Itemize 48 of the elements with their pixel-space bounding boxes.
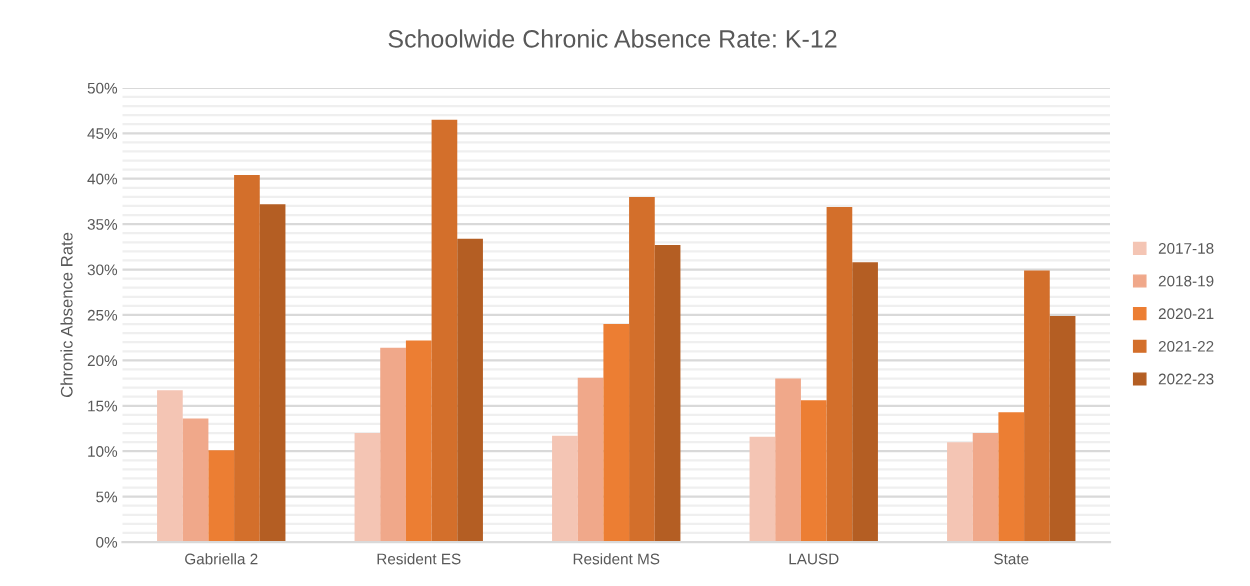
bar <box>972 433 999 543</box>
y-axis-title: Chronic Absence Rate <box>60 232 73 398</box>
bar <box>354 433 381 543</box>
y-tick-label: 20% <box>87 355 118 367</box>
bar <box>259 204 286 543</box>
legend-label: 2018-19 <box>1158 275 1214 287</box>
bar <box>157 390 183 543</box>
bar <box>800 400 827 543</box>
legend-label: 2022-23 <box>1158 373 1214 385</box>
legend-label: 2021-22 <box>1158 340 1214 352</box>
y-tick-label: 45% <box>87 128 118 139</box>
y-tick-label: 30% <box>87 264 118 276</box>
y-tick-label: 35% <box>87 219 118 230</box>
bar <box>998 412 1025 543</box>
chart-title: Schoolwide Chronic Absence Rate: K-12 <box>388 29 837 48</box>
bar <box>826 206 853 543</box>
legend-label: 2020-21 <box>1158 308 1214 320</box>
y-tick-label: 15% <box>88 400 118 412</box>
y-tick-label: 25% <box>87 309 118 321</box>
bar <box>654 245 681 543</box>
y-tick-label: 50% <box>87 82 118 94</box>
x-tick-label: Gabriella 2 <box>185 553 258 565</box>
y-tick-label: 10% <box>88 446 118 457</box>
bar <box>775 378 801 543</box>
legend-label: 2017-18 <box>1158 242 1214 254</box>
bar <box>1024 270 1050 543</box>
bar <box>431 119 458 543</box>
bar <box>947 442 973 543</box>
x-tick-label: State <box>994 553 1029 565</box>
bar <box>852 262 878 543</box>
bar <box>1049 315 1076 543</box>
y-tick-label: 40% <box>87 173 118 185</box>
y-tick-label: 0% <box>96 536 118 548</box>
x-tick-label: Resident MS <box>573 553 660 565</box>
bar <box>182 418 209 543</box>
bar <box>552 435 578 543</box>
bar <box>603 324 630 543</box>
bar <box>749 436 776 543</box>
x-tick-label: LAUSD <box>789 553 839 565</box>
bar <box>405 340 432 543</box>
bar <box>234 175 260 543</box>
y-tick-label: 5% <box>96 491 118 503</box>
bar <box>208 450 235 543</box>
x-tick-label: Resident ES <box>377 553 461 565</box>
bar <box>380 347 406 543</box>
bar <box>577 377 604 543</box>
bar <box>457 238 483 543</box>
bar <box>629 196 655 543</box>
